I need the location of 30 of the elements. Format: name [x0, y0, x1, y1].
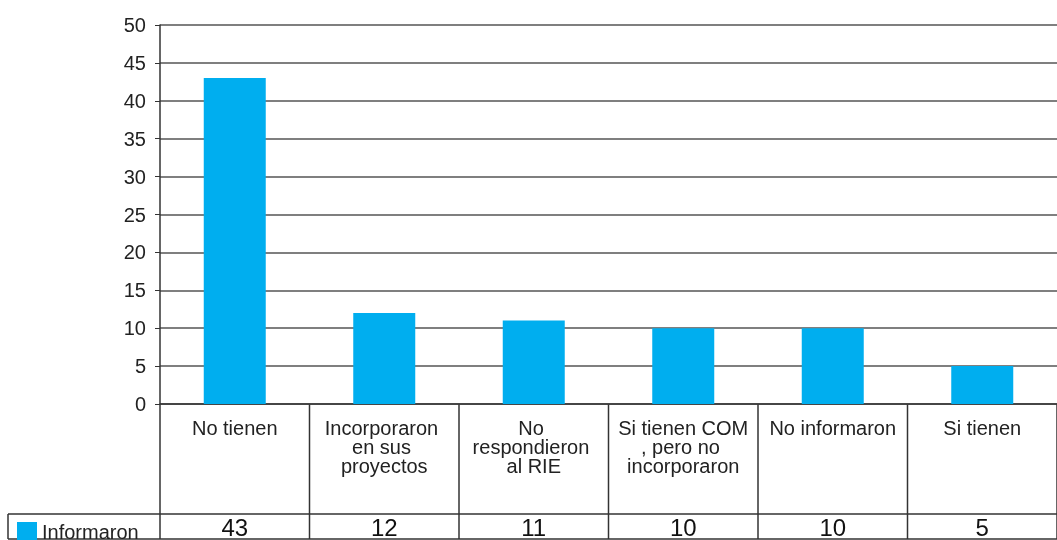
y-tick-label: 45 — [123, 51, 146, 74]
data-label: 10 — [819, 514, 847, 540]
bar — [353, 313, 416, 404]
y-tick-label: 20 — [123, 241, 146, 264]
y-tick-label: 25 — [123, 203, 146, 226]
x-tick-label: Si tienen — [943, 416, 1022, 439]
data-label: 43 — [221, 514, 249, 540]
y-tick-label: 40 — [123, 89, 146, 112]
data-label: 11 — [521, 514, 547, 540]
bar — [652, 328, 715, 404]
y-tick-label: 50 — [123, 14, 146, 36]
bar — [502, 320, 565, 404]
x-tick-label: No informaron — [769, 416, 897, 439]
y-tick-label: 35 — [123, 127, 146, 150]
y-tick-label: 5 — [134, 355, 146, 378]
x-tick-label: Si tienen COM, pero no incorporaron — [618, 416, 749, 477]
x-tick-label: No respondieron al RIE — [472, 416, 595, 477]
legend-label: Informaron — [42, 521, 139, 540]
y-tick-label: 15 — [123, 279, 146, 302]
y-tick-label: 10 — [123, 317, 146, 340]
bar — [801, 328, 864, 404]
x-tick-label: Incorporaron en sus proyectos — [324, 416, 444, 477]
x-tick-label: No tienen — [191, 416, 278, 439]
bar — [951, 366, 1014, 404]
bar — [203, 78, 266, 404]
y-tick-label: 0 — [134, 393, 146, 415]
data-label: 10 — [669, 514, 697, 540]
data-label: 5 — [975, 514, 989, 540]
data-label: 12 — [370, 514, 398, 540]
y-tick-label: 30 — [123, 165, 146, 188]
